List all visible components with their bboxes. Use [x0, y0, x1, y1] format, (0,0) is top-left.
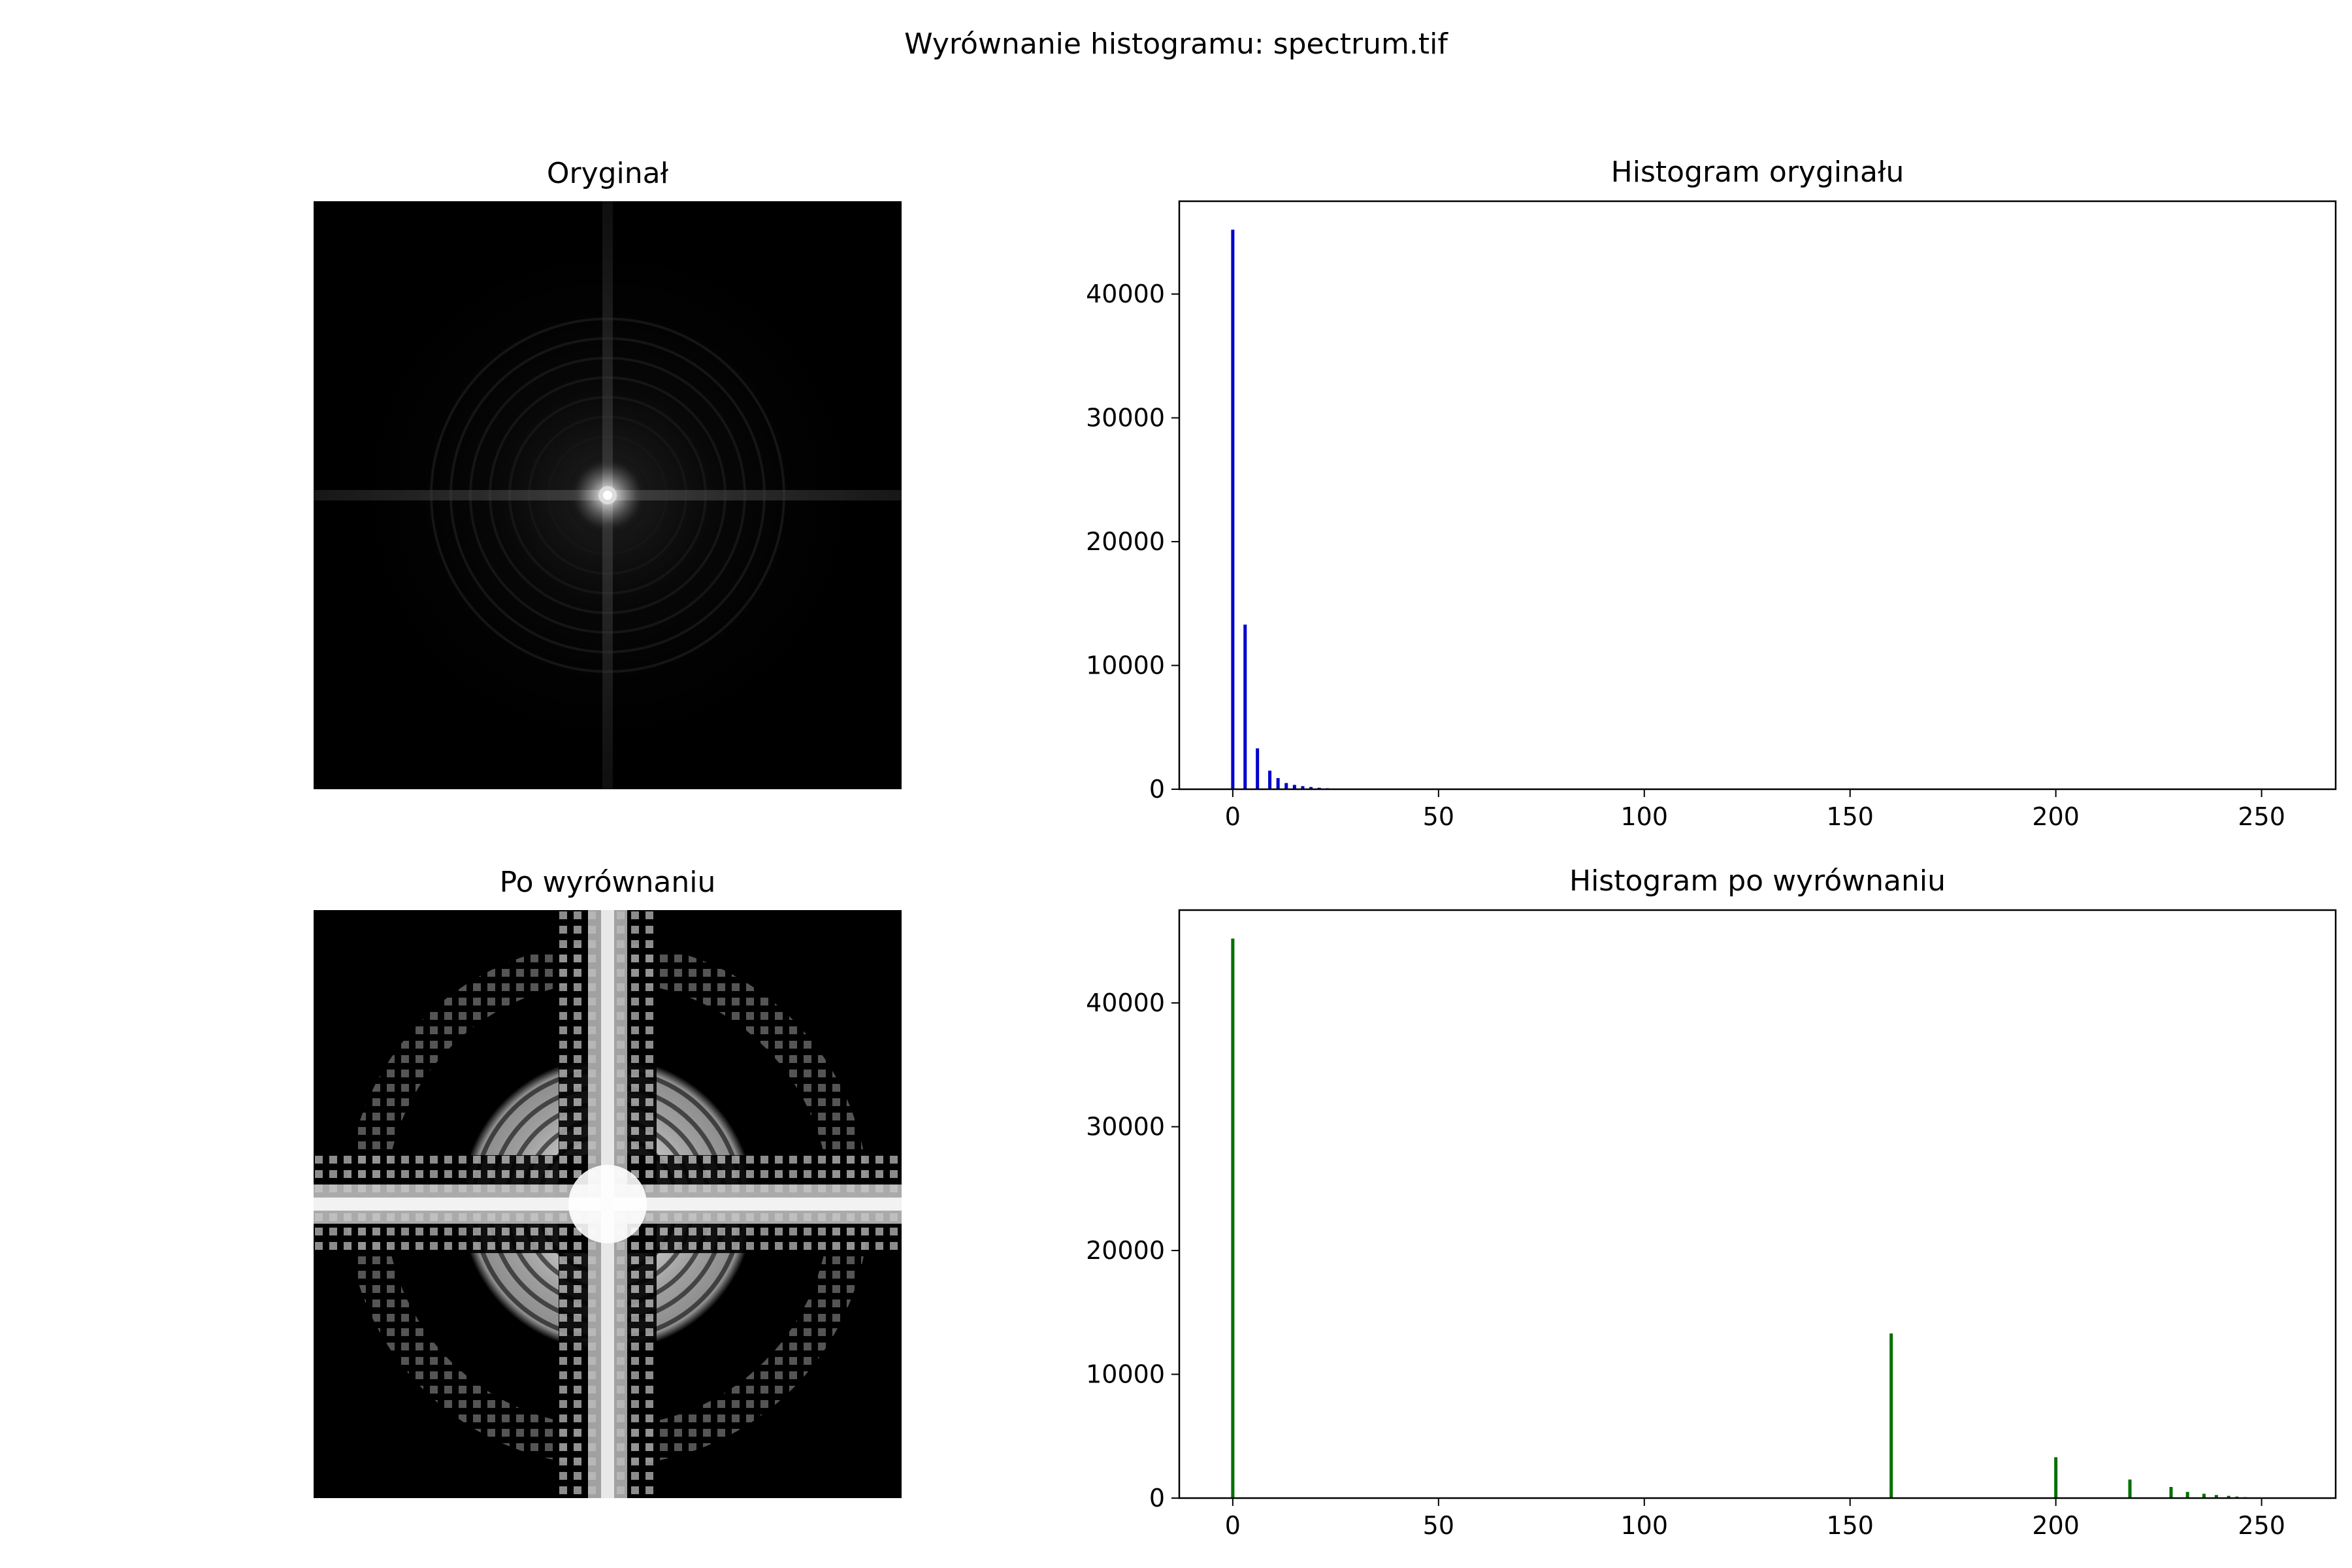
- equalized-image-title: Po wyrównaniu: [499, 866, 716, 899]
- equalized-histogram-xtick-label: 250: [2238, 1511, 2285, 1540]
- original-histogram-bar: [1292, 785, 1296, 789]
- equalized-histogram-xtick-label: 50: [1423, 1511, 1454, 1540]
- original-histogram-frame: [1178, 200, 2337, 791]
- equalized-histogram-xtick-label: 200: [2032, 1511, 2080, 1540]
- original-histogram-xtick-label: 150: [1826, 802, 1874, 831]
- original-histogram-bar: [1231, 229, 1235, 789]
- original-histogram-xtick-label: 0: [1225, 802, 1241, 831]
- equalized-histogram-xtick-label: 150: [1826, 1511, 1874, 1540]
- original-histogram-ytick-label: 10000: [1086, 651, 1165, 680]
- equalized-histogram-ytick-label: 30000: [1086, 1113, 1165, 1141]
- original-histogram-bar: [1276, 777, 1280, 789]
- equalized-histogram-axes: Histogram po wyrównaniu 0 50 100 150 200 250 0 1…: [1086, 864, 2337, 1540]
- original-histogram-ytick-label: 20000: [1086, 527, 1165, 556]
- original-histogram-ytick-label: 0: [1149, 775, 1165, 804]
- original-histogram-xtick-label: 200: [2032, 802, 2080, 831]
- equalized-histogram-bar: [2169, 1486, 2173, 1498]
- original-histogram-xtick-label: 250: [2238, 802, 2285, 831]
- equalized-histogram-frame: [1178, 909, 2337, 1499]
- equalized-histogram-ytick-label: 20000: [1086, 1236, 1165, 1265]
- equalized-histogram-bar: [1889, 1333, 1893, 1498]
- original-histogram-title: Histogram oryginału: [1611, 155, 1904, 189]
- original-histogram-ytick-label: 30000: [1086, 404, 1165, 433]
- equalized-histogram-bar: [2185, 1492, 2189, 1498]
- equalized-histogram-xtick-label: 100: [1621, 1511, 1669, 1540]
- original-histogram-bar: [1309, 787, 1313, 789]
- equalized-histogram-title: Histogram po wyrównaniu: [1569, 864, 1946, 898]
- equalized-histogram-ytick-label: 10000: [1086, 1360, 1165, 1389]
- original-histogram-xtick-label: 50: [1423, 802, 1454, 831]
- equalized-histogram-bar: [1231, 938, 1235, 1498]
- original-histogram-bar: [1301, 786, 1305, 789]
- equalized-histogram-bar: [2214, 1495, 2218, 1498]
- equalized-histogram-bar: [2128, 1479, 2132, 1498]
- equalized-histogram-ytick-label: 40000: [1086, 988, 1165, 1017]
- original-histogram-bar: [1284, 783, 1288, 789]
- equalized-spectrum-image: [314, 910, 902, 1498]
- original-spectrum-image: [314, 201, 902, 789]
- equalized-histogram-bar: [2054, 1457, 2058, 1498]
- equalized-histogram-bar: [2202, 1494, 2206, 1498]
- equalized-histogram-xtick-label: 0: [1225, 1511, 1241, 1540]
- figure-title: Wyrównanie histogramu: spectrum.tif: [904, 27, 1448, 61]
- equalized-histogram-ytick-label: 0: [1149, 1484, 1165, 1512]
- original-histogram-bar: [1268, 770, 1272, 789]
- original-histogram-axes: Histogram oryginału 0 50 100 150 200 250 0 10000…: [1086, 155, 2337, 831]
- equalized-histogram-bar: [2227, 1495, 2230, 1498]
- original-histogram-bar: [1256, 748, 1260, 789]
- original-histogram-bar: [1243, 625, 1247, 789]
- original-histogram-xtick-label: 100: [1621, 802, 1669, 831]
- original-histogram-ytick-label: 40000: [1086, 280, 1165, 308]
- original-image-title: Oryginał: [546, 157, 669, 190]
